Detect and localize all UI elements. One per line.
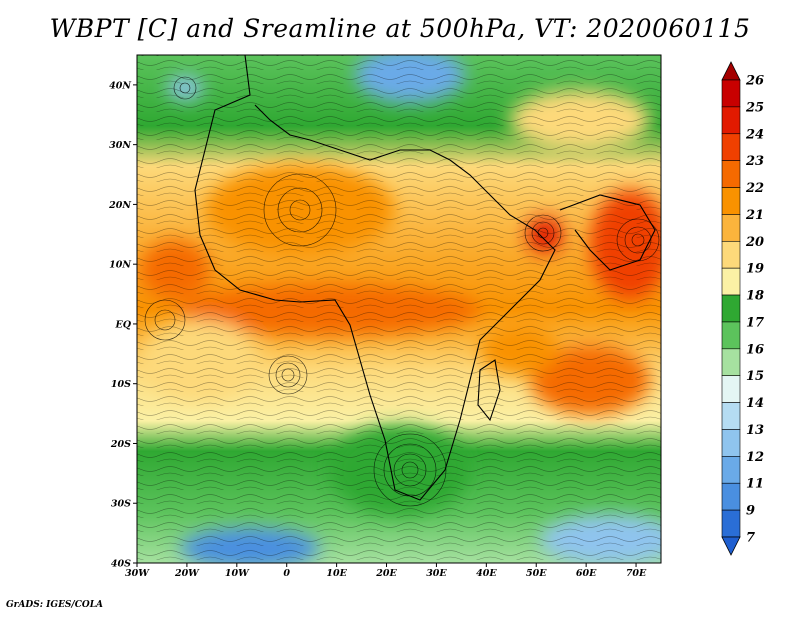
colorbar-label: 26 [745,74,764,89]
colorbar-label: 25 [745,100,764,115]
y-tick-label: 10N [109,260,131,271]
y-tick-label: 30N [109,140,131,151]
x-tick-label: 30W [125,568,150,579]
colorbar-label: 16 [746,342,764,357]
colorbar-bottom-arrow [721,536,741,556]
colorbar-swatch [721,294,741,323]
colorbar-label: 12 [746,450,764,465]
colorbar-label: 20 [745,235,764,250]
latitude-axis: 40N 30N 20N 10N EQ 10S 20S 30S 40S [108,80,137,570]
x-tick-label: 60E [576,568,597,579]
colorbar-label: 7 [746,531,755,546]
colorbar-swatch [721,509,741,538]
colorbar-label: 21 [745,208,764,223]
colorbar-label: 24 [745,127,764,142]
colorbar-label: 11 [746,477,764,492]
x-tick-label: 10E [326,568,347,579]
colorbar-swatch [721,187,741,215]
colorbar-swatch [721,402,741,430]
colorbar-swatch [721,429,741,457]
y-tick-label: 20S [110,439,131,450]
x-tick-label: 30E [426,568,447,579]
colorbar-label: 17 [746,315,764,330]
colorbar-swatch [721,79,741,108]
x-tick-label: 0 [283,568,290,579]
y-tick-label: EQ [114,319,131,330]
colorbar-label: 13 [746,423,764,438]
colorbar-label: 18 [746,289,764,304]
colorbar-swatch [721,267,741,296]
y-tick-label: 20N [108,200,131,211]
y-tick-label: 10S [111,379,131,390]
colorbar-label: 22 [745,181,764,196]
x-tick-label: 10W [225,568,250,579]
x-tick-label: 70E [626,568,647,579]
x-tick-label: 50E [526,568,547,579]
longitude-axis: 30W 20W 10W 0 10E 20E 30E 40E 50E 60E 70E [125,563,647,579]
colorbar-swatch [721,482,741,511]
colorbar-swatch [721,321,741,350]
colorbar-swatch [721,214,741,242]
colorbar-label: 9 [746,504,755,519]
y-tick-label: 40N [109,80,131,91]
colorbar-label: 23 [745,154,764,169]
colorbar-swatch [721,106,741,135]
colorbar-swatch [721,240,741,269]
map-title: WBPT [C] and Sreamline at 500hPa, VT: 20… [49,14,751,43]
credit-text: GrADS: IGES/COLA [6,600,104,610]
colorbar-swatch [721,133,741,161]
colorbar-swatch [721,160,741,188]
y-tick-label: 30S [111,499,131,510]
colorbar-swatch [721,348,741,377]
x-tick-label: 40E [476,568,497,579]
colorbar-label: 19 [746,262,764,277]
colorbar-swatch [721,375,741,403]
x-tick-label: 20W [174,568,200,579]
coastline [194,55,656,501]
colorbar-top-arrow [721,61,741,81]
colorbar: 26 25 24 23 22 21 20 19 18 17 16 15 14 13 12 11 9 7 [721,61,764,556]
wbpt-field [137,55,661,563]
plot-frame [136,54,662,564]
y-tick-label: 40S [111,559,131,570]
x-tick-label: 20E [375,568,397,579]
colorbar-swatch [721,456,741,484]
colorbar-label: 14 [746,396,764,411]
colorbar-label: 15 [746,369,764,384]
